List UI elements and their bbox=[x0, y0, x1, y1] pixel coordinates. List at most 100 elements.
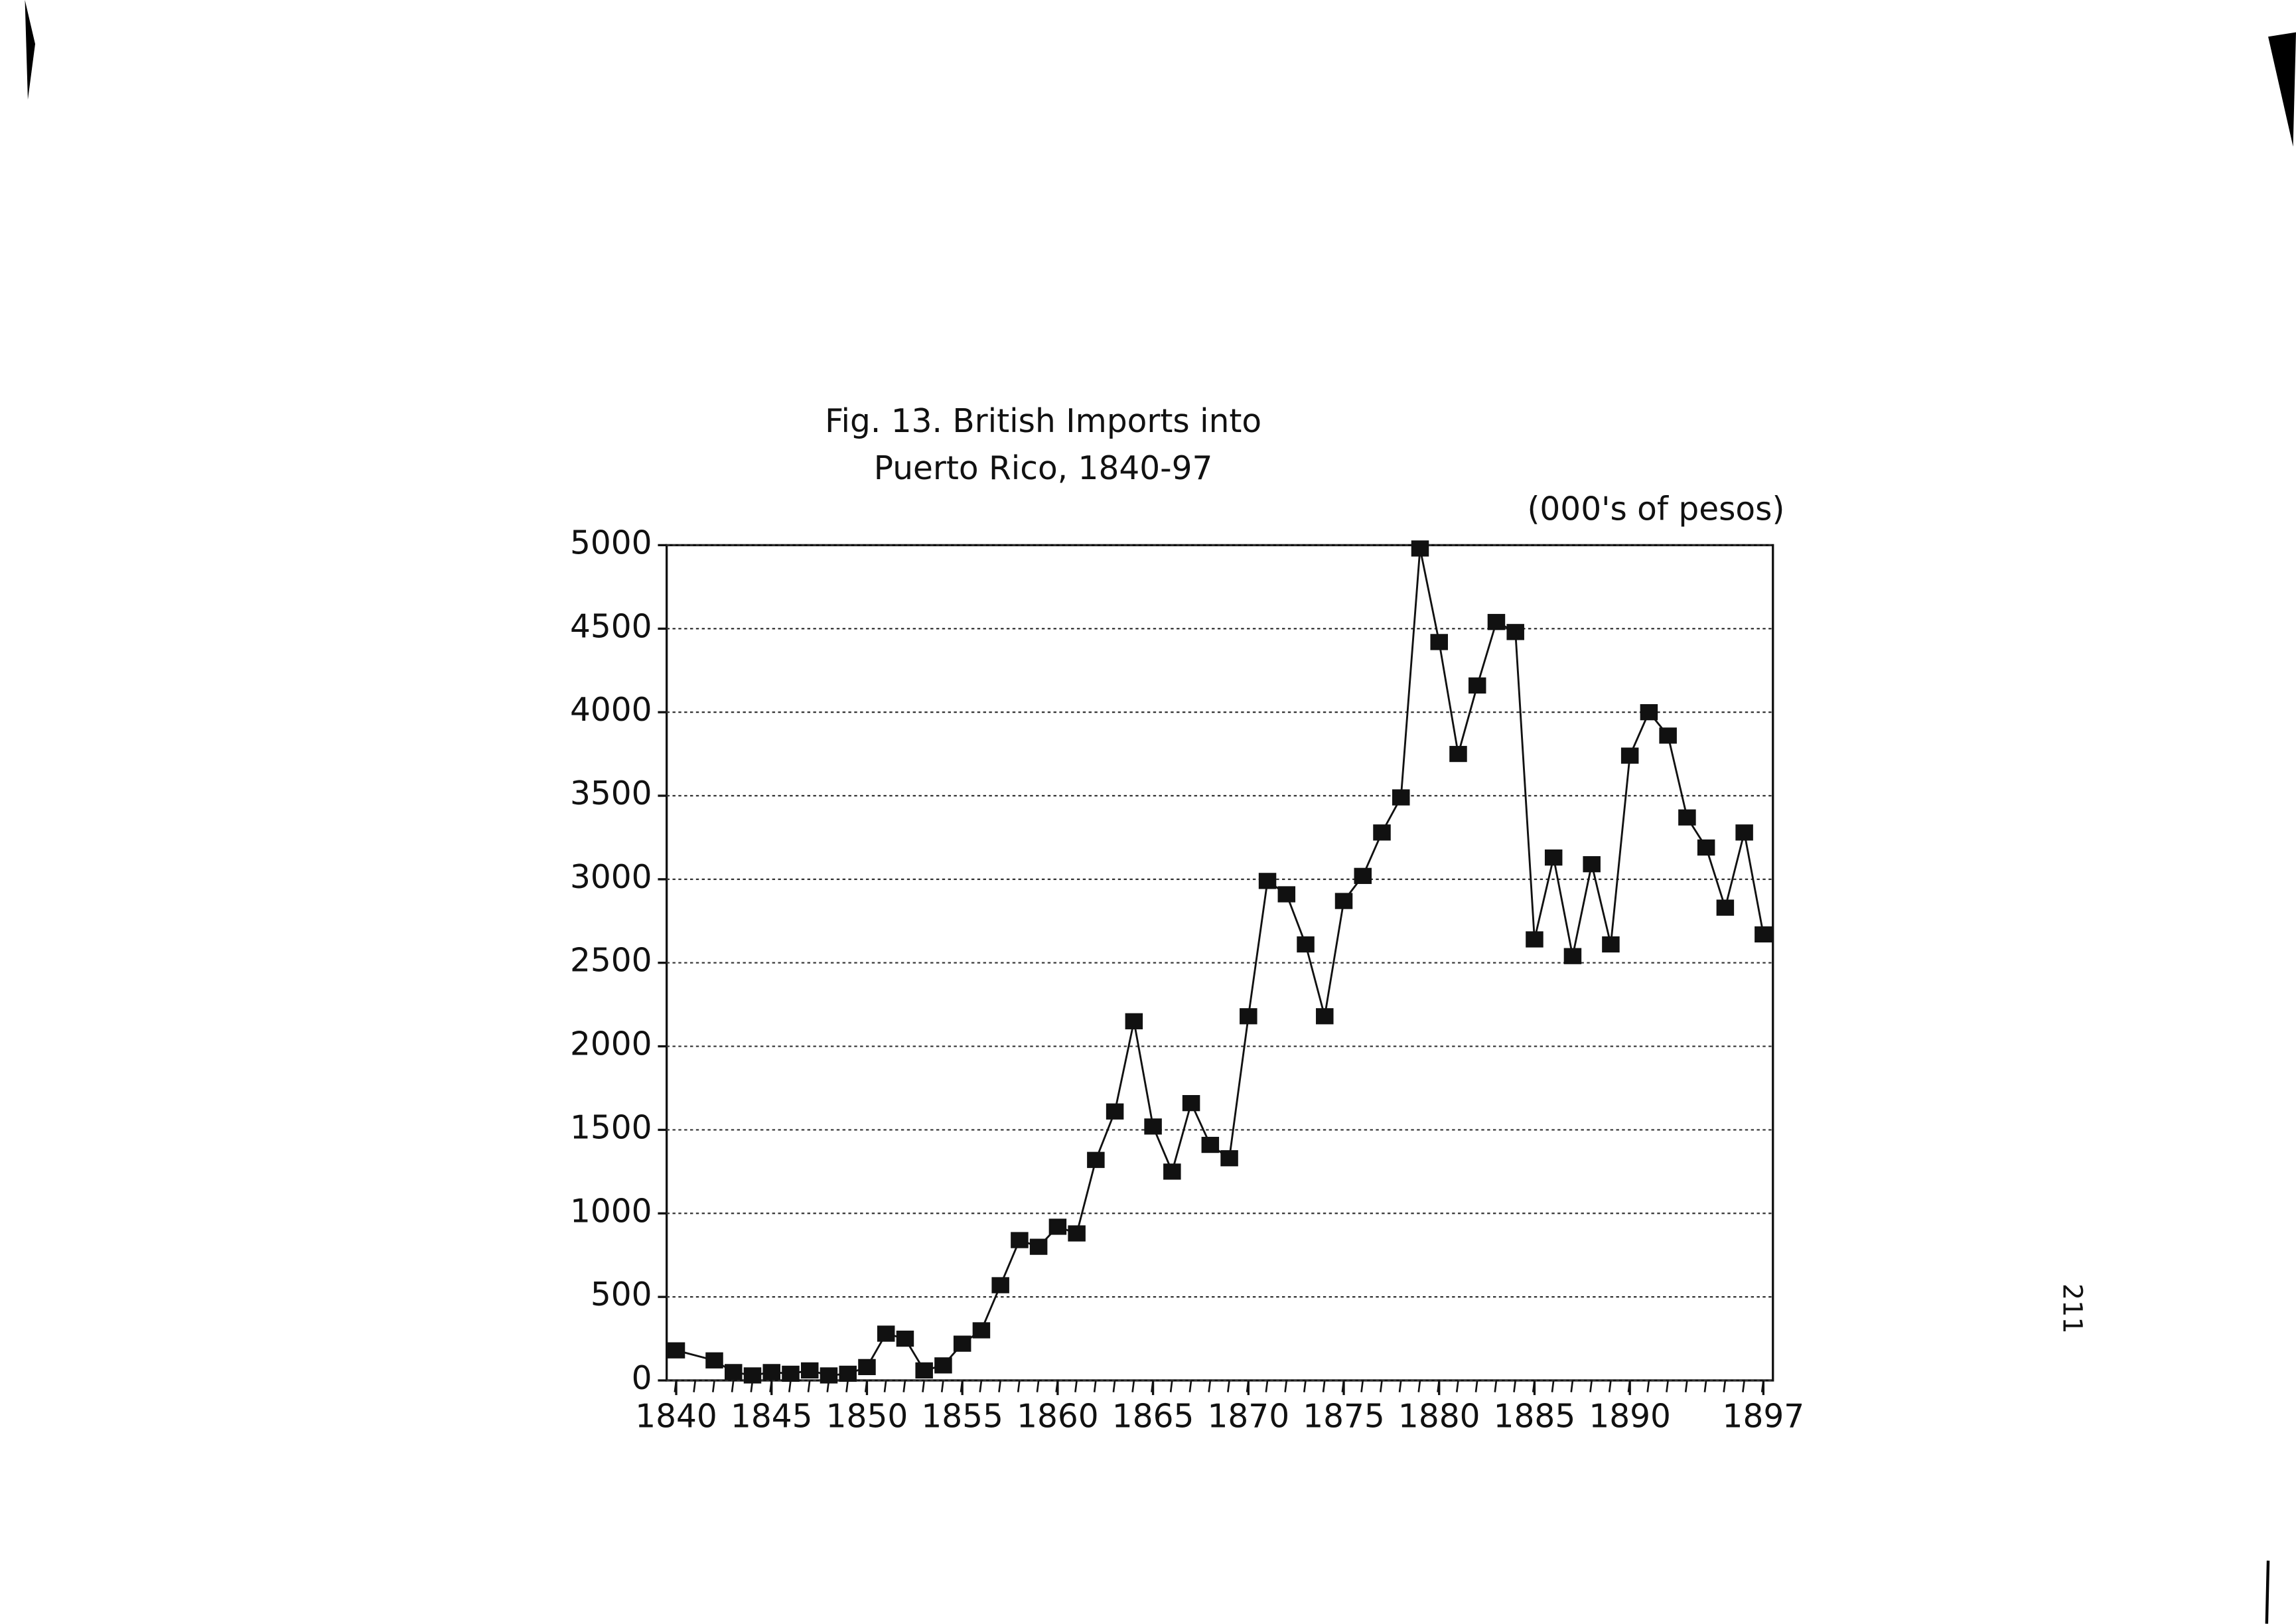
chart-title: Puerto Rico, 1840-97 bbox=[874, 450, 1213, 487]
data-point bbox=[1125, 1013, 1143, 1029]
scan-mark bbox=[2265, 1560, 2270, 1624]
data-point bbox=[1373, 824, 1391, 841]
x-tick-label: 1890 bbox=[1589, 1398, 1671, 1435]
data-point bbox=[820, 1367, 838, 1384]
data-point bbox=[1354, 867, 1372, 884]
chart-title: Fig. 13. British Imports into bbox=[825, 403, 1261, 440]
data-point bbox=[1659, 727, 1677, 744]
data-point bbox=[1163, 1163, 1181, 1180]
data-point bbox=[1201, 1136, 1220, 1153]
x-minor-tick bbox=[1703, 1380, 1707, 1392]
data-point bbox=[705, 1352, 723, 1368]
data-point bbox=[1144, 1118, 1162, 1135]
y-tick-label: 1500 bbox=[570, 1109, 652, 1146]
data-point bbox=[1755, 926, 1772, 943]
x-tick-label: 1845 bbox=[731, 1398, 813, 1435]
data-point bbox=[1716, 899, 1735, 916]
x-minor-tick bbox=[1646, 1380, 1650, 1392]
data-point bbox=[1087, 1151, 1105, 1168]
x-minor-tick bbox=[1265, 1380, 1269, 1392]
x-minor-tick bbox=[1169, 1380, 1173, 1392]
x-minor-tick bbox=[1208, 1380, 1212, 1392]
x-minor-tick bbox=[902, 1380, 906, 1392]
data-point bbox=[1640, 703, 1658, 721]
page-number: 211 bbox=[2056, 1284, 2087, 1334]
y-tick-label: 4500 bbox=[570, 608, 652, 645]
x-minor-tick bbox=[1322, 1380, 1326, 1392]
data-point bbox=[725, 1364, 743, 1380]
data-point bbox=[800, 1362, 819, 1379]
data-point bbox=[1220, 1150, 1238, 1167]
x-tick-label: 1897 bbox=[1723, 1398, 1805, 1435]
y-tick-label: 0 bbox=[632, 1360, 652, 1397]
data-point bbox=[782, 1365, 800, 1382]
x-minor-tick bbox=[807, 1380, 811, 1392]
data-point bbox=[1106, 1103, 1124, 1120]
x-tick-label: 1870 bbox=[1208, 1398, 1290, 1435]
x-tick-label: 1840 bbox=[635, 1398, 717, 1435]
x-minor-tick bbox=[1455, 1380, 1459, 1392]
data-point bbox=[1449, 745, 1467, 763]
x-minor-tick bbox=[940, 1380, 944, 1392]
x-minor-tick bbox=[1227, 1380, 1230, 1392]
data-point bbox=[1602, 936, 1620, 953]
data-point bbox=[1526, 931, 1543, 948]
x-minor-tick bbox=[1570, 1380, 1574, 1392]
unit-label: (000's of pesos) bbox=[1527, 491, 1784, 528]
x-minor-tick bbox=[1036, 1380, 1040, 1392]
y-tick-label: 500 bbox=[591, 1276, 652, 1313]
x-minor-tick bbox=[1303, 1380, 1307, 1392]
x-minor-tick bbox=[1112, 1380, 1116, 1392]
y-tick-label: 1000 bbox=[570, 1193, 652, 1230]
y-tick-label: 4000 bbox=[570, 692, 652, 729]
y-tick-label: 5000 bbox=[570, 524, 652, 561]
data-point bbox=[1563, 948, 1582, 964]
data-point bbox=[1735, 824, 1753, 841]
x-minor-tick bbox=[1188, 1380, 1192, 1392]
scan-corner bbox=[2268, 32, 2296, 147]
data-point bbox=[1011, 1232, 1029, 1248]
x-minor-tick bbox=[731, 1380, 735, 1392]
data-point bbox=[1392, 789, 1410, 806]
x-minor-tick bbox=[1131, 1380, 1135, 1392]
x-minor-tick bbox=[711, 1380, 715, 1392]
x-minor-tick bbox=[1284, 1380, 1288, 1392]
x-minor-tick bbox=[1723, 1380, 1727, 1392]
x-minor-tick bbox=[1684, 1380, 1688, 1392]
x-minor-tick bbox=[788, 1380, 792, 1392]
x-tick-label: 1865 bbox=[1112, 1398, 1194, 1435]
data-point bbox=[1583, 856, 1601, 873]
data-point bbox=[1048, 1218, 1067, 1235]
data-point bbox=[762, 1364, 780, 1380]
data-point bbox=[858, 1359, 876, 1376]
x-tick-label: 1875 bbox=[1303, 1398, 1385, 1435]
data-point bbox=[839, 1365, 857, 1382]
x-tick-label: 1850 bbox=[826, 1398, 908, 1435]
x-minor-tick bbox=[1017, 1380, 1021, 1392]
x-minor-tick bbox=[998, 1380, 1001, 1392]
data-point bbox=[1468, 677, 1486, 694]
data-point bbox=[915, 1362, 933, 1379]
data-point bbox=[934, 1357, 952, 1374]
x-minor-tick bbox=[1379, 1380, 1383, 1392]
data-point bbox=[896, 1330, 914, 1347]
data-point bbox=[1258, 873, 1277, 889]
data-point bbox=[1620, 747, 1639, 764]
data-point bbox=[1334, 893, 1353, 909]
x-minor-tick bbox=[1398, 1380, 1402, 1392]
data-point bbox=[667, 1342, 685, 1359]
data-point bbox=[1240, 1008, 1257, 1025]
data-point bbox=[1182, 1095, 1200, 1112]
x-minor-tick bbox=[922, 1380, 925, 1392]
data-point bbox=[1487, 614, 1506, 630]
x-minor-tick bbox=[883, 1380, 887, 1392]
data-point bbox=[877, 1325, 895, 1342]
scan-corner bbox=[25, 0, 35, 100]
data-point bbox=[1029, 1238, 1048, 1255]
data-point bbox=[991, 1277, 1009, 1293]
x-minor-tick bbox=[845, 1380, 849, 1392]
y-tick-label: 2000 bbox=[570, 1026, 652, 1063]
data-point bbox=[972, 1322, 991, 1339]
x-tick-label: 1880 bbox=[1398, 1398, 1480, 1435]
